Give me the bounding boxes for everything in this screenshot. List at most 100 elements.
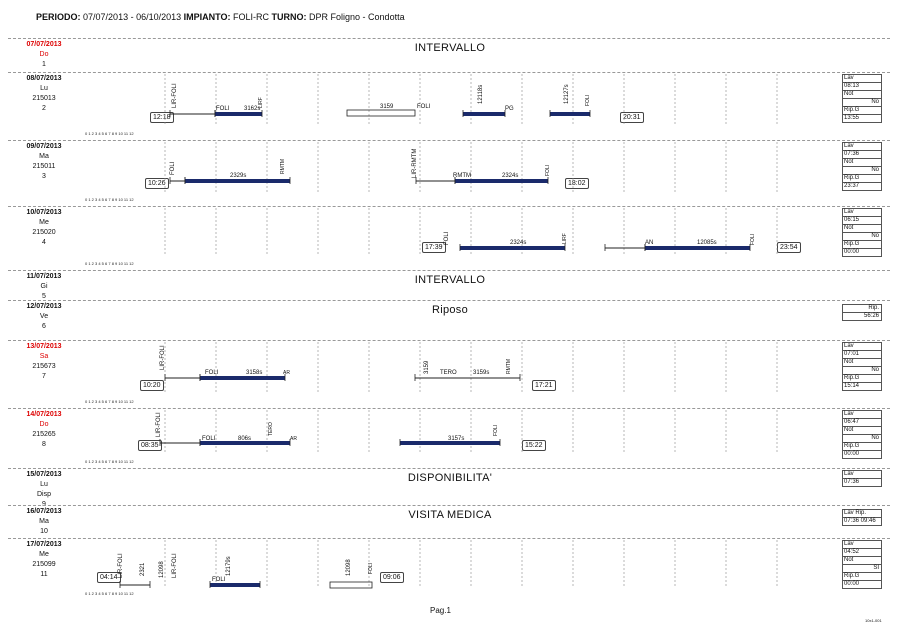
- summary-not: Not: [843, 427, 881, 435]
- day-info: 10/07/2013 Me 215020 4: [14, 208, 74, 248]
- day-info: 07/07/2013 Do 1: [14, 40, 74, 70]
- summary-lav: Lav: [843, 343, 881, 351]
- train-label: FOLI: [368, 563, 374, 574]
- train-label: RMTM: [453, 173, 471, 179]
- day-date: 17/07/2013: [26, 541, 62, 548]
- summary-box: Rip. 56:26: [842, 304, 882, 321]
- row-separator: [8, 408, 890, 409]
- train-label: 3162s: [244, 106, 260, 112]
- summary-not: Not: [843, 91, 881, 99]
- day-num: 4: [42, 239, 46, 246]
- end-time: 18:02: [565, 178, 589, 189]
- day-status-label: DISPONIBILITA': [407, 472, 493, 484]
- train-label: LIRF: [258, 97, 264, 108]
- hour-scale: 0 1 2 3 4 5 6 7 8 9 10 11 12: [85, 591, 134, 596]
- train-segment: [329, 581, 373, 589]
- row-separator: [8, 340, 890, 341]
- train-label: LIR-RMTM: [412, 149, 418, 178]
- train-label: 12098: [346, 559, 352, 576]
- summary-not_v: No: [843, 99, 881, 107]
- train-label: LIR-FOLI: [118, 553, 124, 578]
- train-label: 3158s: [246, 370, 262, 376]
- summary-labels: Lav Rip.: [843, 510, 881, 518]
- train-label: FOLI: [212, 577, 226, 583]
- row-separator: [8, 206, 890, 207]
- day-code: 215011: [32, 163, 56, 170]
- day-num: 9: [42, 501, 46, 508]
- day-info: 17/07/2013 Me 215099 11: [14, 540, 74, 580]
- start-time: 08:35: [138, 440, 162, 451]
- train-label: FOLI: [585, 95, 591, 106]
- train-label: 2324s: [502, 173, 518, 179]
- day-num: 1: [42, 61, 46, 68]
- summary-box: Lav Rip. 07:36 09:46: [842, 509, 882, 526]
- summary-lav_v: 04:52: [843, 549, 881, 557]
- train-label: FOLI: [417, 104, 431, 110]
- row-separator: [8, 505, 890, 506]
- summary-lav: Lav: [843, 75, 881, 83]
- train-label: FOLI: [216, 106, 230, 112]
- day-info: 14/07/2013 Do 215265 8: [14, 410, 74, 450]
- train-label: FOLI: [170, 161, 176, 175]
- start-time: 10:26: [145, 178, 169, 189]
- summary-not_v: No: [843, 233, 881, 241]
- train-label: FOLI: [493, 425, 499, 436]
- summary-box: Lav 04:52 Not SI Rip.G 00:00: [842, 540, 882, 589]
- summary-label: Rip.: [843, 305, 881, 313]
- row-separator: [8, 270, 890, 271]
- day-info: 08/07/2013 Lu 215013 2: [14, 74, 74, 114]
- day-date: 14/07/2013: [26, 411, 62, 418]
- summary-box: Lav 06:47 Not No Rip.G 00:00: [842, 410, 882, 459]
- row-separator: [8, 38, 890, 39]
- day-dow: Ve: [39, 313, 49, 320]
- day-status-label: Riposo: [431, 304, 469, 316]
- end-time: 23:54: [777, 242, 801, 253]
- row-separator: [8, 468, 890, 469]
- summary-lav_v: 07:36: [843, 151, 881, 159]
- train-label: 3159: [380, 104, 394, 110]
- summary-lav_v: 06:15: [843, 217, 881, 225]
- day-num: 10: [40, 528, 48, 535]
- hour-scale: 0 1 2 3 4 5 6 7 8 9 10 11 12: [85, 459, 134, 464]
- day-dow: Gi: [40, 283, 48, 290]
- summary-rip_v: 15:14: [844, 383, 860, 389]
- train-label: RMTM: [506, 359, 512, 374]
- summary-lav_v: 06:47: [843, 419, 881, 427]
- train-label: FOLI: [202, 436, 216, 442]
- train-label: TERO: [268, 422, 274, 436]
- train-label: FOLI: [750, 234, 756, 245]
- summary-rip_v: 00:00: [844, 581, 860, 587]
- summary-rip: Rip.G: [843, 375, 881, 383]
- summary-not_v: No: [843, 167, 881, 175]
- day-dow: Me: [39, 219, 49, 226]
- page-number: Pag.1: [430, 606, 451, 615]
- summary-rip_v: 23:37: [844, 183, 860, 189]
- day-info: 12/07/2013 Ve 6: [14, 302, 74, 332]
- day-info: 09/07/2013 Ma 215011 3: [14, 142, 74, 182]
- day-dow: Ma: [39, 518, 49, 525]
- start-time: 04:14: [97, 572, 121, 583]
- train-label: AR: [283, 370, 290, 376]
- train-label: LIR-FOLI: [172, 83, 178, 108]
- day-dow: Me: [39, 551, 49, 558]
- day-dow: Ma: [39, 153, 49, 160]
- row-separator: [8, 72, 890, 73]
- day-info: 13/07/2013 Sa 215673 7: [14, 342, 74, 382]
- day-num: 6: [42, 323, 46, 330]
- train-label: 2321: [140, 562, 146, 576]
- day-status-label: VISITA MEDICA: [408, 509, 492, 521]
- day-info: 15/07/2013 Lu Disp 9: [14, 470, 74, 510]
- end-time: 17:21: [532, 380, 556, 391]
- summary-not: Not: [843, 359, 881, 367]
- day-num: 7: [42, 373, 46, 380]
- day-dow: Do: [39, 421, 49, 428]
- train-label: 12085s: [697, 240, 717, 246]
- day-num: 3: [42, 173, 46, 180]
- summary-not_v: SI: [843, 565, 881, 573]
- train-label: FOLI: [205, 370, 219, 376]
- summary-rip: Rip.G: [843, 107, 881, 115]
- summary-rip_v: 00:00: [844, 249, 860, 255]
- summary-box: Lav 07:36: [842, 470, 882, 487]
- day-date: 07/07/2013: [26, 41, 62, 48]
- day-code: 215099: [32, 561, 56, 568]
